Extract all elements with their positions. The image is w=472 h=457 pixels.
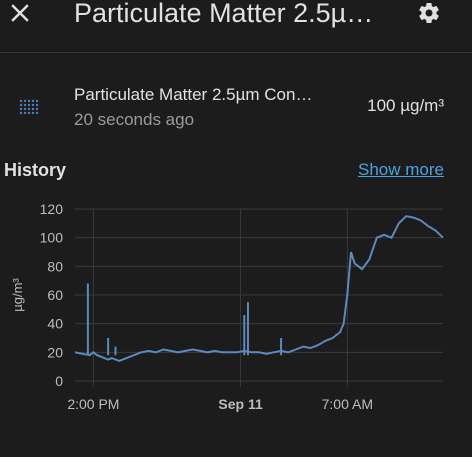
x-tick-label: Sep 11 <box>218 396 263 412</box>
entity-last-changed: 20 seconds ago <box>74 110 195 129</box>
y-tick-label: 80 <box>47 258 63 274</box>
y-tick-label: 100 <box>40 230 64 246</box>
x-tick-label: 2:00 PM <box>67 396 119 412</box>
entity-row[interactable]: Particulate Matter 2.5µm Con… 20 seconds… <box>0 76 472 140</box>
close-button[interactable] <box>0 0 40 26</box>
history-chart-svg: 0 20 40 60 80 100 120 2:00 PM Sep 11 7:00 AM µg/m³ <box>10 201 444 412</box>
close-icon <box>11 4 29 22</box>
history-title: History <box>4 160 67 180</box>
x-tick-label: 7:00 AM <box>322 396 373 412</box>
dialog-title: Particulate Matter 2.5µm Concentration <box>74 0 394 28</box>
y-tick-label: 20 <box>47 344 63 360</box>
entity-name: Particulate Matter 2.5µm Con… <box>74 85 313 104</box>
gear-icon <box>419 3 439 23</box>
settings-button[interactable] <box>412 0 446 26</box>
dialog-header: Particulate Matter 2.5µm Concentration <box>0 0 472 53</box>
y-tick-label: 120 <box>40 201 64 217</box>
y-tick-label: 40 <box>47 316 63 332</box>
dots-grid-icon <box>19 99 39 115</box>
history-chart[interactable]: 0 20 40 60 80 100 120 2:00 PM Sep 11 7:00 AM µg/m³ <box>0 195 472 420</box>
y-tick-label: 60 <box>47 287 63 303</box>
y-tick-label: 0 <box>55 373 63 389</box>
series-line <box>74 215 444 362</box>
entity-state: 100 µg/m³ <box>367 96 444 115</box>
y-axis-label: µg/m³ <box>10 278 25 312</box>
show-more-link[interactable]: Show more <box>358 160 444 179</box>
